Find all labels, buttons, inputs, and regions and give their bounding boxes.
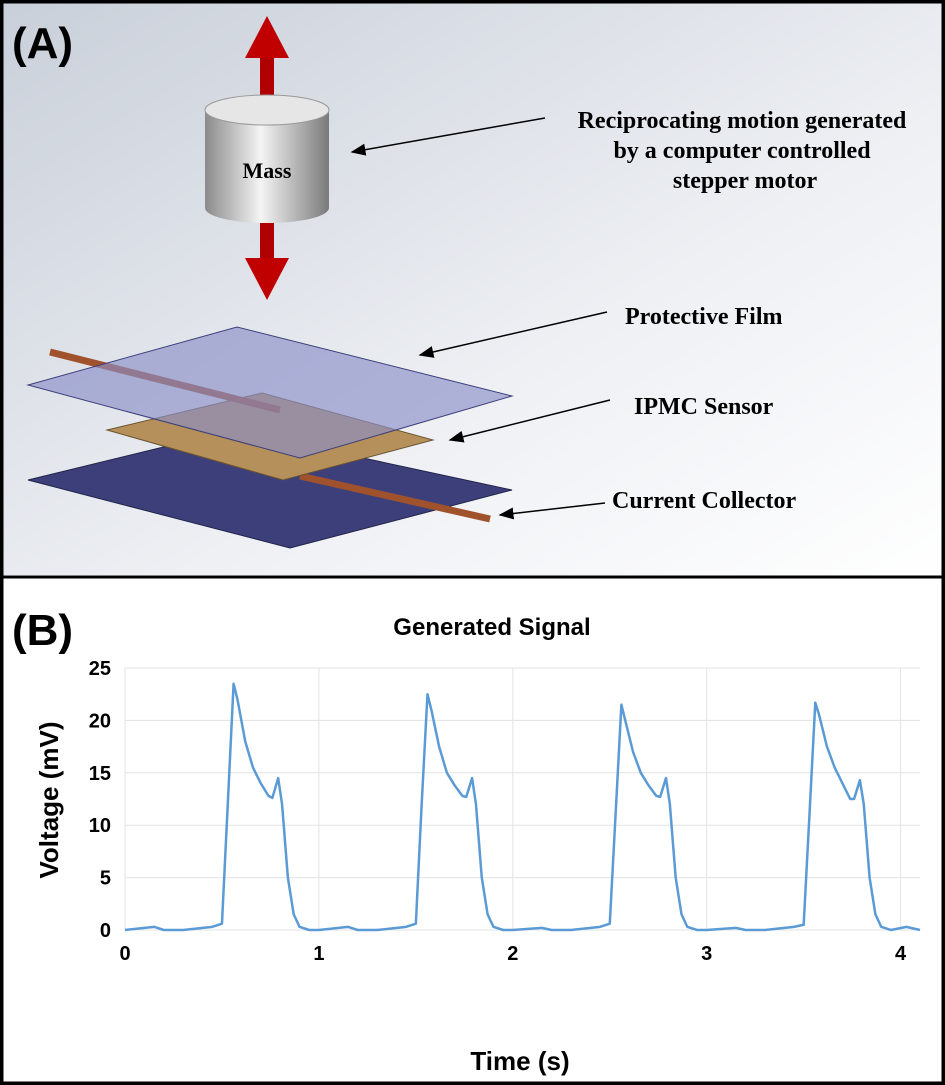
callout-motion: Reciprocating motion generated by a comp… bbox=[578, 108, 913, 194]
mass-body bbox=[205, 110, 329, 208]
arrow-down-shaft bbox=[260, 212, 274, 262]
y-tick-label: 0 bbox=[100, 920, 111, 942]
chart-title: Generated Signal bbox=[393, 614, 590, 641]
callout-film: Protective Film bbox=[625, 304, 782, 330]
callout-line: Reciprocating motion generated bbox=[578, 108, 907, 134]
callout-collector: Current Collector bbox=[612, 488, 797, 514]
arrow-up-head bbox=[245, 16, 289, 58]
mass-top bbox=[204, 94, 330, 126]
callout-sensor: IPMC Sensor bbox=[634, 394, 774, 420]
y-tick-label: 20 bbox=[89, 710, 111, 732]
mass-label: Mass bbox=[243, 158, 292, 183]
protective-film-plate bbox=[26, 326, 514, 459]
callout-line: by a computer controlled bbox=[613, 138, 871, 164]
y-tick-label: 10 bbox=[89, 815, 111, 837]
mass-bottom bbox=[205, 193, 329, 223]
plot: 0 5 10 15 20 25 0 1 2 3 4 bbox=[89, 658, 921, 965]
x-tick-label: 4 bbox=[895, 943, 907, 965]
callout-arrow bbox=[498, 502, 606, 520]
lower-strip bbox=[299, 472, 491, 523]
x-tick-label: 3 bbox=[701, 943, 712, 965]
x-tick-label: 0 bbox=[119, 943, 130, 965]
arrow-up-shaft bbox=[260, 52, 274, 107]
callout-arrow bbox=[418, 311, 608, 358]
x-axis-label: Time (s) bbox=[470, 1046, 569, 1076]
arrow-down-head bbox=[245, 258, 289, 300]
x-tick-label: 2 bbox=[507, 943, 518, 965]
x-tick-label: 1 bbox=[313, 943, 324, 965]
panel-label: (B) bbox=[12, 606, 73, 655]
data-line bbox=[124, 682, 921, 932]
callout-line: stepper motor bbox=[673, 168, 818, 194]
y-axis-label: Voltage (mV) bbox=[34, 722, 64, 879]
panel-label: (A) bbox=[12, 19, 73, 68]
y-tick-label: 5 bbox=[100, 868, 111, 890]
y-tick-label: 25 bbox=[89, 658, 111, 680]
y-tick-label: 15 bbox=[89, 763, 111, 785]
callout-arrow bbox=[350, 117, 546, 156]
callout-arrow bbox=[448, 399, 611, 443]
